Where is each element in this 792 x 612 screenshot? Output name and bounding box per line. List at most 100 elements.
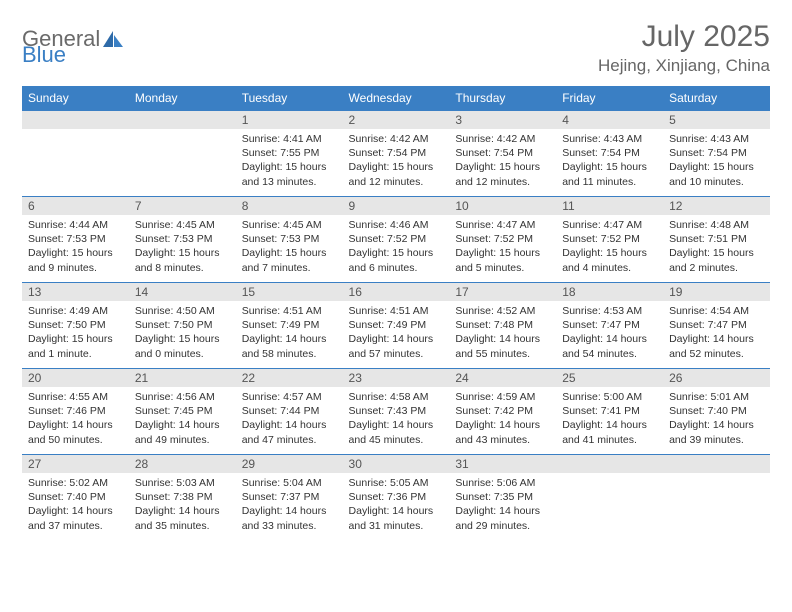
month-title: July 2025	[598, 20, 770, 54]
calendar-cell: 6Sunrise: 4:44 AMSunset: 7:53 PMDaylight…	[22, 196, 129, 282]
calendar-cell: 24Sunrise: 4:59 AMSunset: 7:42 PMDayligh…	[449, 368, 556, 454]
calendar-cell	[556, 454, 663, 540]
day-header: Saturday	[663, 86, 770, 110]
day-number: 18	[556, 282, 663, 301]
day-number: 8	[236, 196, 343, 215]
day-details: Sunrise: 4:57 AMSunset: 7:44 PMDaylight:…	[236, 387, 343, 451]
day-details: Sunrise: 4:56 AMSunset: 7:45 PMDaylight:…	[129, 387, 236, 451]
day-details: Sunrise: 5:02 AMSunset: 7:40 PMDaylight:…	[22, 473, 129, 537]
day-header: Monday	[129, 86, 236, 110]
calendar-cell: 9Sunrise: 4:46 AMSunset: 7:52 PMDaylight…	[343, 196, 450, 282]
calendar-cell: 10Sunrise: 4:47 AMSunset: 7:52 PMDayligh…	[449, 196, 556, 282]
day-details: Sunrise: 5:01 AMSunset: 7:40 PMDaylight:…	[663, 387, 770, 451]
location: Hejing, Xinjiang, China	[598, 56, 770, 76]
day-number: 19	[663, 282, 770, 301]
calendar-week: 6Sunrise: 4:44 AMSunset: 7:53 PMDaylight…	[22, 196, 770, 282]
day-number	[556, 454, 663, 473]
calendar-cell: 31Sunrise: 5:06 AMSunset: 7:35 PMDayligh…	[449, 454, 556, 540]
day-details: Sunrise: 5:06 AMSunset: 7:35 PMDaylight:…	[449, 473, 556, 537]
calendar-cell: 15Sunrise: 4:51 AMSunset: 7:49 PMDayligh…	[236, 282, 343, 368]
day-details: Sunrise: 4:51 AMSunset: 7:49 PMDaylight:…	[343, 301, 450, 365]
calendar-week: 20Sunrise: 4:55 AMSunset: 7:46 PMDayligh…	[22, 368, 770, 454]
day-details: Sunrise: 4:50 AMSunset: 7:50 PMDaylight:…	[129, 301, 236, 365]
brand-part2: Blue	[22, 42, 66, 68]
day-details: Sunrise: 5:05 AMSunset: 7:36 PMDaylight:…	[343, 473, 450, 537]
calendar-week: 1Sunrise: 4:41 AMSunset: 7:55 PMDaylight…	[22, 110, 770, 196]
day-number: 6	[22, 196, 129, 215]
day-number: 11	[556, 196, 663, 215]
day-number: 10	[449, 196, 556, 215]
day-details: Sunrise: 4:55 AMSunset: 7:46 PMDaylight:…	[22, 387, 129, 451]
day-number	[22, 110, 129, 129]
day-details: Sunrise: 4:58 AMSunset: 7:43 PMDaylight:…	[343, 387, 450, 451]
day-details: Sunrise: 4:48 AMSunset: 7:51 PMDaylight:…	[663, 215, 770, 279]
day-details: Sunrise: 4:45 AMSunset: 7:53 PMDaylight:…	[236, 215, 343, 279]
calendar-cell: 1Sunrise: 4:41 AMSunset: 7:55 PMDaylight…	[236, 110, 343, 196]
day-details: Sunrise: 4:59 AMSunset: 7:42 PMDaylight:…	[449, 387, 556, 451]
day-details: Sunrise: 4:41 AMSunset: 7:55 PMDaylight:…	[236, 129, 343, 193]
day-details: Sunrise: 4:54 AMSunset: 7:47 PMDaylight:…	[663, 301, 770, 365]
day-details: Sunrise: 4:51 AMSunset: 7:49 PMDaylight:…	[236, 301, 343, 365]
day-header: Wednesday	[343, 86, 450, 110]
day-details: Sunrise: 4:47 AMSunset: 7:52 PMDaylight:…	[449, 215, 556, 279]
day-details: Sunrise: 4:53 AMSunset: 7:47 PMDaylight:…	[556, 301, 663, 365]
calendar-cell: 11Sunrise: 4:47 AMSunset: 7:52 PMDayligh…	[556, 196, 663, 282]
calendar-cell: 28Sunrise: 5:03 AMSunset: 7:38 PMDayligh…	[129, 454, 236, 540]
calendar-cell: 16Sunrise: 4:51 AMSunset: 7:49 PMDayligh…	[343, 282, 450, 368]
calendar-cell	[129, 110, 236, 196]
day-number: 29	[236, 454, 343, 473]
day-number: 3	[449, 110, 556, 129]
calendar-cell: 7Sunrise: 4:45 AMSunset: 7:53 PMDaylight…	[129, 196, 236, 282]
day-details: Sunrise: 4:49 AMSunset: 7:50 PMDaylight:…	[22, 301, 129, 365]
calendar-cell: 25Sunrise: 5:00 AMSunset: 7:41 PMDayligh…	[556, 368, 663, 454]
day-number: 1	[236, 110, 343, 129]
calendar-cell: 5Sunrise: 4:43 AMSunset: 7:54 PMDaylight…	[663, 110, 770, 196]
day-number: 30	[343, 454, 450, 473]
calendar-cell: 26Sunrise: 5:01 AMSunset: 7:40 PMDayligh…	[663, 368, 770, 454]
calendar-cell: 2Sunrise: 4:42 AMSunset: 7:54 PMDaylight…	[343, 110, 450, 196]
day-number: 4	[556, 110, 663, 129]
calendar-cell: 29Sunrise: 5:04 AMSunset: 7:37 PMDayligh…	[236, 454, 343, 540]
calendar-cell: 8Sunrise: 4:45 AMSunset: 7:53 PMDaylight…	[236, 196, 343, 282]
brand-sail-icon	[102, 30, 124, 48]
calendar-table: SundayMondayTuesdayWednesdayThursdayFrid…	[22, 86, 770, 540]
header: General July 2025 Hejing, Xinjiang, Chin…	[22, 20, 770, 76]
day-number: 15	[236, 282, 343, 301]
calendar-cell: 17Sunrise: 4:52 AMSunset: 7:48 PMDayligh…	[449, 282, 556, 368]
day-number: 2	[343, 110, 450, 129]
day-number	[663, 454, 770, 473]
day-number: 9	[343, 196, 450, 215]
calendar-cell: 21Sunrise: 4:56 AMSunset: 7:45 PMDayligh…	[129, 368, 236, 454]
calendar-cell: 22Sunrise: 4:57 AMSunset: 7:44 PMDayligh…	[236, 368, 343, 454]
day-details: Sunrise: 5:00 AMSunset: 7:41 PMDaylight:…	[556, 387, 663, 451]
calendar-head: SundayMondayTuesdayWednesdayThursdayFrid…	[22, 86, 770, 110]
day-number: 28	[129, 454, 236, 473]
day-details: Sunrise: 5:03 AMSunset: 7:38 PMDaylight:…	[129, 473, 236, 537]
day-number: 22	[236, 368, 343, 387]
day-number	[129, 110, 236, 129]
day-number: 7	[129, 196, 236, 215]
day-number: 14	[129, 282, 236, 301]
day-number: 26	[663, 368, 770, 387]
day-number: 21	[129, 368, 236, 387]
day-header: Friday	[556, 86, 663, 110]
day-number: 5	[663, 110, 770, 129]
day-details: Sunrise: 4:45 AMSunset: 7:53 PMDaylight:…	[129, 215, 236, 279]
calendar-cell	[22, 110, 129, 196]
calendar-cell: 20Sunrise: 4:55 AMSunset: 7:46 PMDayligh…	[22, 368, 129, 454]
calendar-cell: 3Sunrise: 4:42 AMSunset: 7:54 PMDaylight…	[449, 110, 556, 196]
calendar-cell: 14Sunrise: 4:50 AMSunset: 7:50 PMDayligh…	[129, 282, 236, 368]
day-number: 12	[663, 196, 770, 215]
day-details: Sunrise: 4:44 AMSunset: 7:53 PMDaylight:…	[22, 215, 129, 279]
day-details: Sunrise: 4:42 AMSunset: 7:54 PMDaylight:…	[343, 129, 450, 193]
calendar-body: 1Sunrise: 4:41 AMSunset: 7:55 PMDaylight…	[22, 110, 770, 540]
calendar-cell: 27Sunrise: 5:02 AMSunset: 7:40 PMDayligh…	[22, 454, 129, 540]
day-number: 24	[449, 368, 556, 387]
calendar-week: 13Sunrise: 4:49 AMSunset: 7:50 PMDayligh…	[22, 282, 770, 368]
calendar-cell: 4Sunrise: 4:43 AMSunset: 7:54 PMDaylight…	[556, 110, 663, 196]
day-header: Thursday	[449, 86, 556, 110]
calendar-cell: 12Sunrise: 4:48 AMSunset: 7:51 PMDayligh…	[663, 196, 770, 282]
day-number: 31	[449, 454, 556, 473]
day-header: Tuesday	[236, 86, 343, 110]
day-number: 17	[449, 282, 556, 301]
